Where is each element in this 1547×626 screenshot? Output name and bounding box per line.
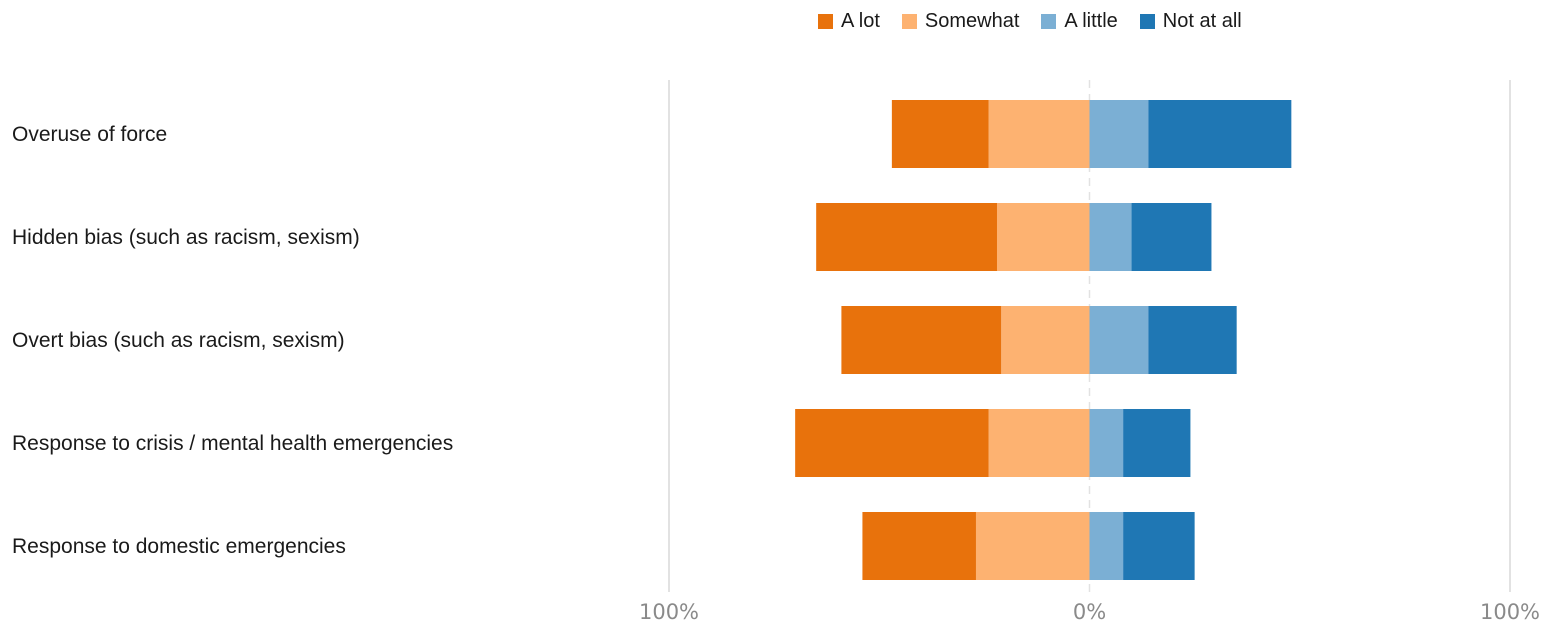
x-tick-label: 100% — [1480, 600, 1540, 624]
bar-somewhat-response-to-domestic-emergencies — [975, 512, 1090, 580]
x-tick-label: 100% — [639, 600, 699, 624]
legend: A lot Somewhat A little Not at all — [818, 10, 1264, 33]
category-labels: Overuse of force Hidden bias (such as rac… — [12, 123, 453, 558]
legend-label: Somewhat — [924, 10, 1020, 32]
category-label: Overuse of force — [12, 123, 167, 146]
legend-item-a-little: A little — [1041, 10, 1118, 33]
bar-a-lot-hidden-bias-such-as-racism-sexism — [816, 203, 997, 271]
bar-somewhat-overt-bias-such-as-racism-sexism — [1001, 306, 1090, 374]
legend-label: A little — [1064, 10, 1118, 32]
legend-swatch — [901, 14, 917, 29]
bar-a-little-response-to-domestic-emergencies — [1089, 512, 1124, 580]
category-label: Response to crisis / mental health emerg… — [12, 432, 453, 455]
bar-not-at-all-response-to-domestic-emergencies — [1123, 512, 1195, 580]
legend-label: A lot — [841, 10, 880, 32]
x-axis-ticks: 100% 0% 100% — [639, 600, 1540, 624]
bar-somewhat-response-to-crisis-mental-health-emergencies — [988, 409, 1090, 477]
bar-somewhat-overuse-of-force — [988, 100, 1090, 168]
bars — [795, 100, 1292, 580]
bar-a-lot-response-to-domestic-emergencies — [862, 512, 976, 580]
legend-swatch — [818, 14, 833, 29]
legend-label: Not at all — [1162, 10, 1242, 32]
category-label: Hidden bias (such as racism, sexism) — [12, 226, 360, 249]
bar-a-little-overt-bias-such-as-racism-sexism — [1089, 306, 1149, 374]
bar-not-at-all-response-to-crisis-mental-health-emergencies — [1123, 409, 1191, 477]
legend-item-somewhat: Somewhat — [901, 10, 1020, 33]
legend-swatch — [1041, 14, 1057, 29]
bar-a-little-response-to-crisis-mental-health-emergencies — [1089, 409, 1124, 477]
bar-somewhat-hidden-bias-such-as-racism-sexism — [996, 203, 1090, 271]
bar-not-at-all-overuse-of-force — [1148, 100, 1292, 168]
bar-a-little-hidden-bias-such-as-racism-sexism — [1089, 203, 1132, 271]
category-label: Overt bias (such as racism, sexism) — [12, 329, 345, 352]
bar-a-little-overuse-of-force — [1089, 100, 1149, 168]
legend-item-a-lot: A lot — [818, 10, 880, 33]
bar-a-lot-overt-bias-such-as-racism-sexism — [841, 306, 1002, 374]
category-label: Response to domestic emergencies — [12, 535, 346, 558]
bar-not-at-all-hidden-bias-such-as-racism-sexism — [1131, 203, 1212, 271]
bar-not-at-all-overt-bias-such-as-racism-sexism — [1148, 306, 1237, 374]
bar-a-lot-response-to-crisis-mental-health-emergencies — [795, 409, 989, 477]
bar-a-lot-overuse-of-force — [891, 100, 989, 168]
x-tick-label: 0% — [1073, 600, 1106, 624]
legend-item-not-at-all: Not at all — [1139, 10, 1242, 33]
legend-swatch — [1139, 14, 1155, 29]
